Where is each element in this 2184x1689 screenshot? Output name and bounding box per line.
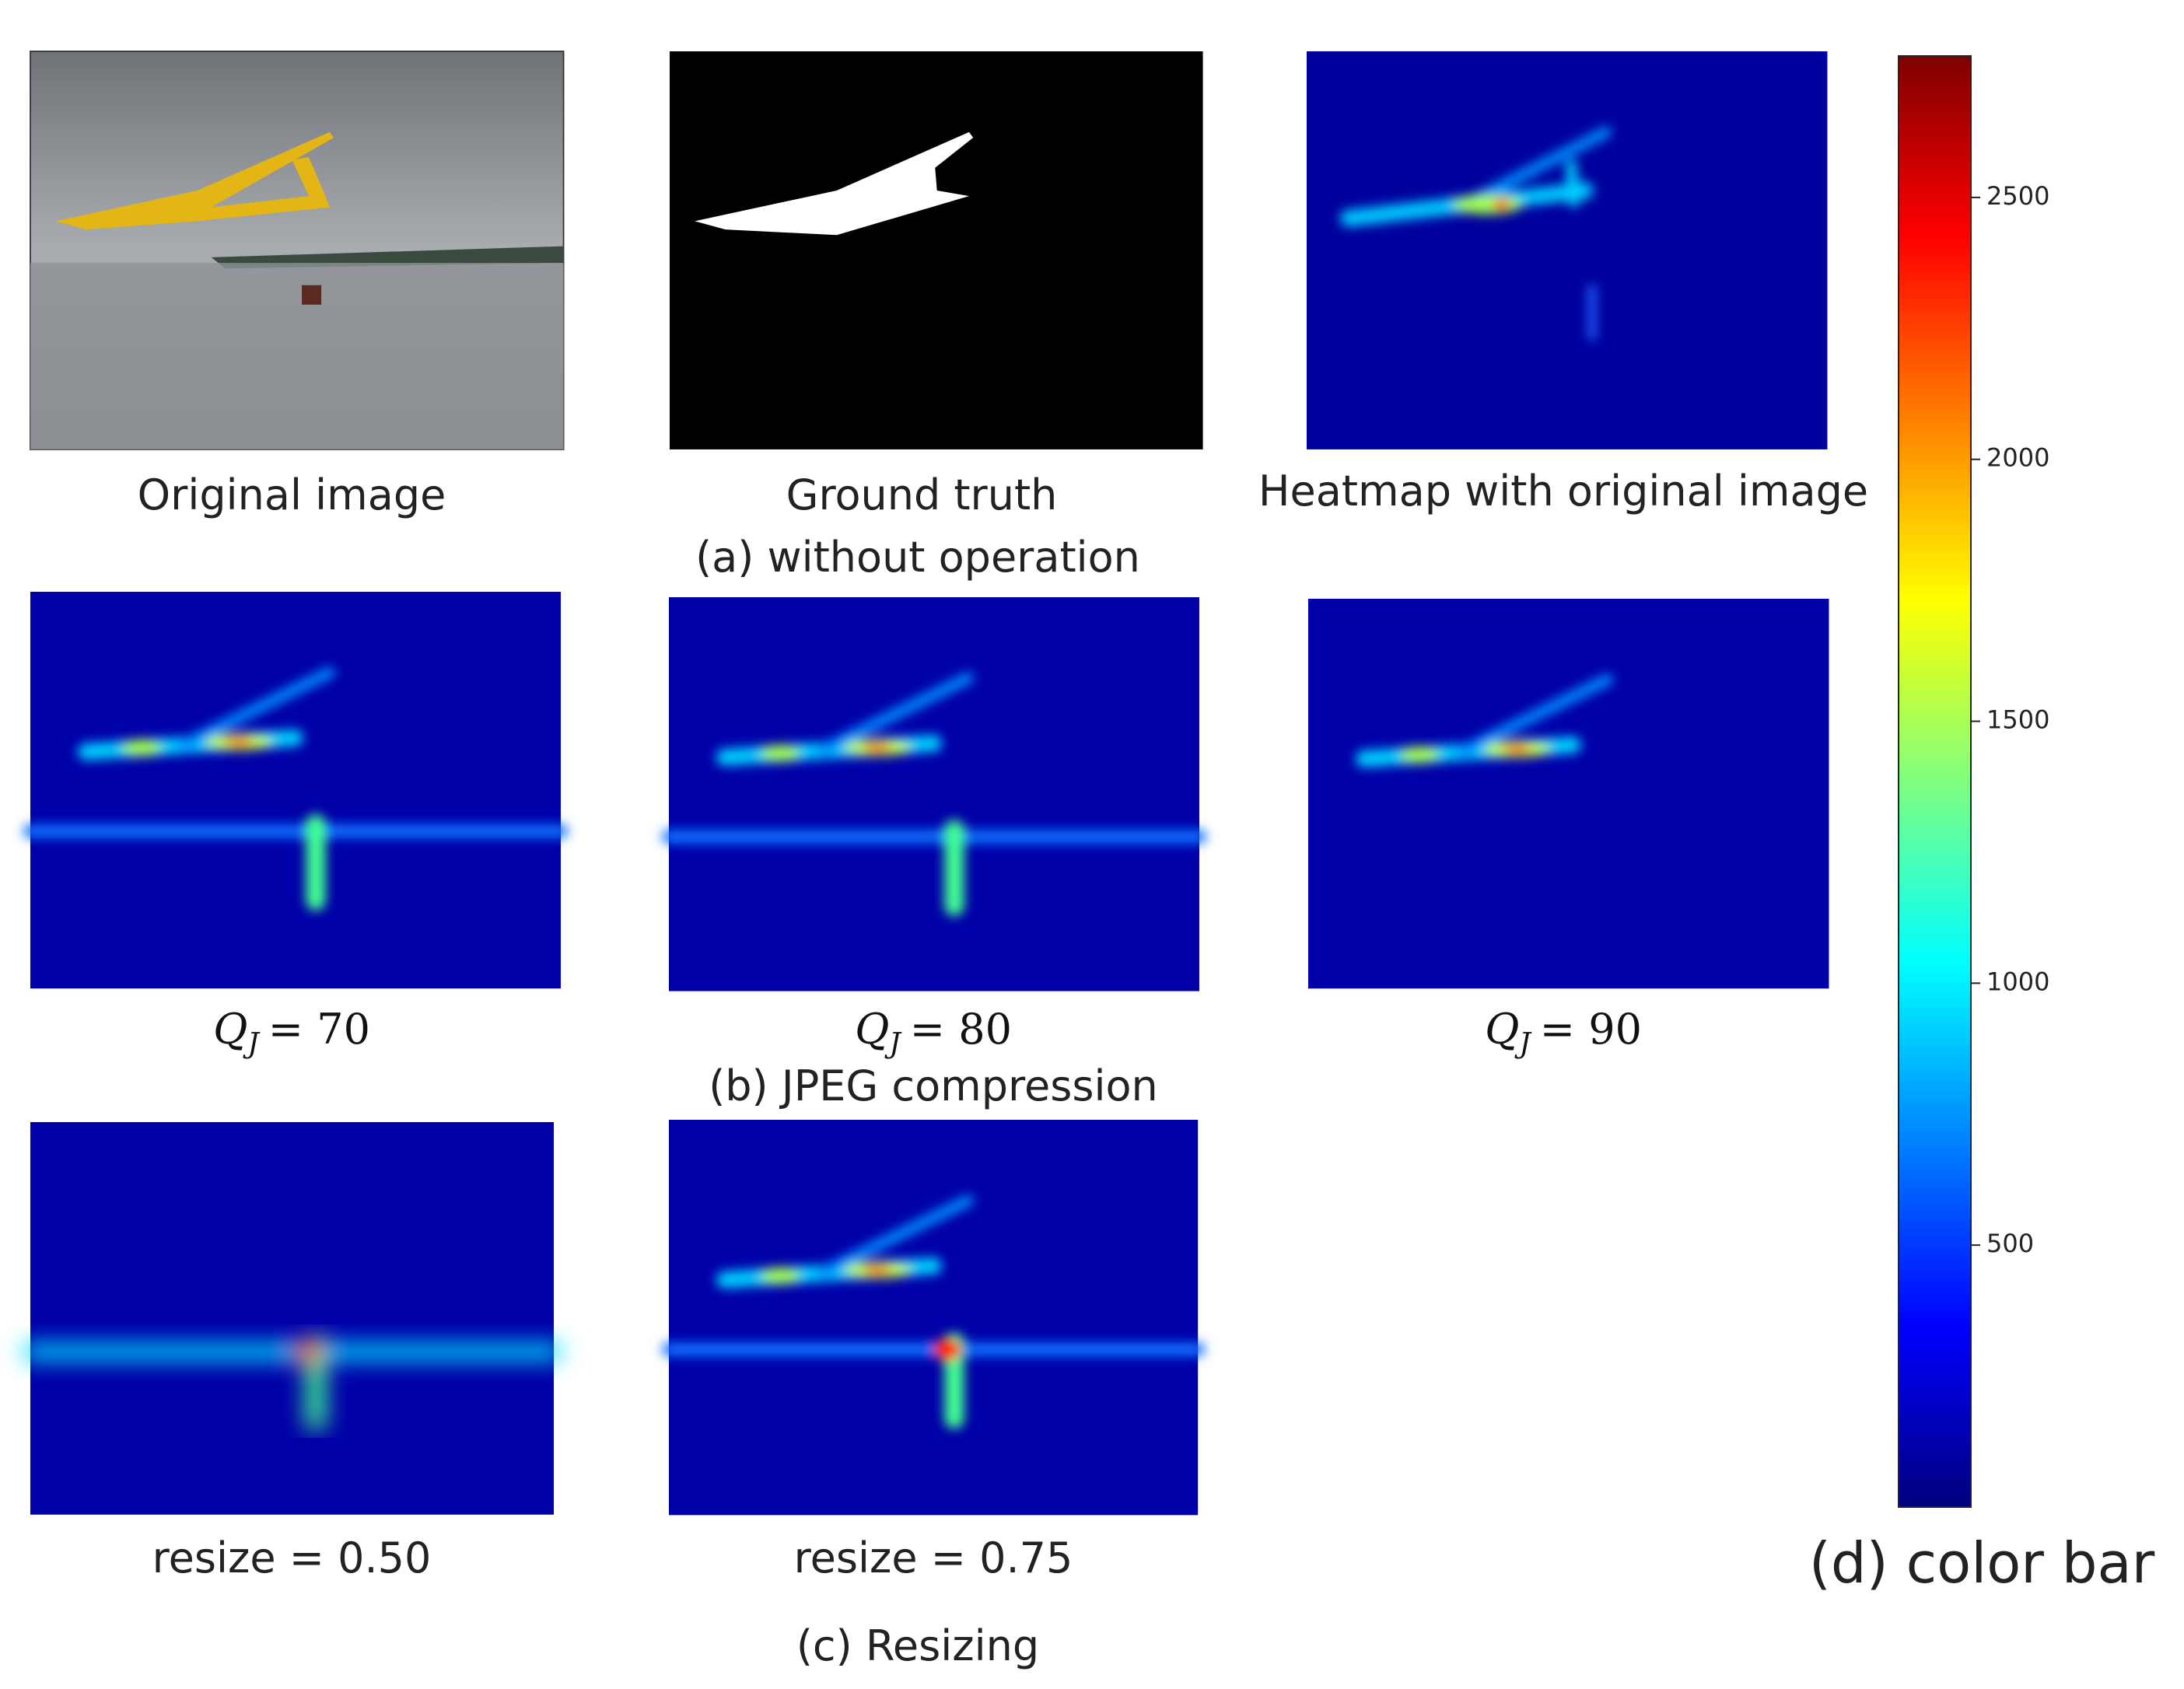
heatmap	[662, 597, 1206, 991]
tick-label: 2500	[1986, 181, 2049, 211]
heatmap	[22, 1122, 562, 1515]
caption: resize = 0.50	[152, 1533, 432, 1582]
tick-label: 1500	[1986, 705, 2049, 735]
ground-truth	[670, 51, 1203, 449]
blob	[1455, 673, 1614, 758]
caption: QJ = 70	[213, 1005, 370, 1060]
colorbar	[1898, 55, 1972, 1508]
caption-text: = 80	[910, 1005, 1012, 1054]
heatmap-blobs	[662, 672, 1206, 916]
blob	[122, 739, 162, 757]
caption: resize = 0.75	[794, 1533, 1073, 1582]
heatmap-blobs	[23, 666, 568, 911]
heatmap	[662, 1120, 1206, 1516]
heatmap	[23, 592, 568, 989]
blob	[225, 737, 254, 747]
blob	[816, 1194, 975, 1279]
heatmap-bg	[30, 592, 561, 989]
heatmap-blobs	[22, 1334, 562, 1432]
original-image	[30, 51, 565, 450]
panel-label: (c) Resizing	[796, 1621, 1039, 1670]
panel-label: (a) without operation	[695, 533, 1140, 582]
caption: Heatmap with original image	[1258, 467, 1868, 516]
heatmap-bg	[669, 597, 1199, 991]
tick-label: 1000	[1986, 967, 2049, 996]
heatmap-row	[22, 1120, 1206, 1516]
blob	[761, 1267, 800, 1285]
blob	[863, 743, 892, 752]
heatmap-blobs	[662, 1194, 1206, 1429]
heatmap-bg	[1308, 599, 1829, 989]
heatmap	[1307, 51, 1828, 449]
caption: QJ = 90	[1485, 1005, 1642, 1060]
caption: Ground truth	[786, 470, 1058, 519]
symbol: Q	[1485, 1005, 1519, 1054]
blob	[177, 666, 336, 751]
caption-text: = 70	[268, 1005, 370, 1054]
blob	[816, 672, 975, 757]
tick-label: 500	[1986, 1229, 2034, 1258]
heatmap-blobs	[1355, 673, 1614, 768]
blob	[933, 1338, 961, 1361]
heatmap-row	[23, 592, 1829, 991]
blob	[1503, 744, 1531, 754]
symbol: Q	[855, 1005, 889, 1054]
tick-label: 2000	[1986, 443, 2049, 473]
caption: QJ = 80	[855, 1005, 1012, 1060]
caption: Original image	[138, 470, 446, 519]
heatmap-bg	[30, 1122, 555, 1515]
heatmap-bg	[669, 1120, 1199, 1516]
colorbar-label: (d) color bar	[1809, 1530, 2155, 1596]
symbol: Q	[213, 1005, 247, 1054]
colorbar-ticks: 500 1000 1500 2000 2500	[1971, 181, 2049, 1258]
blob	[295, 1341, 323, 1363]
panel-label: (b) JPEG compression	[709, 1061, 1158, 1110]
blob	[761, 744, 800, 762]
heatmap	[1308, 599, 1829, 989]
caption-text: = 90	[1540, 1005, 1642, 1054]
blob	[1400, 746, 1440, 764]
blob	[863, 1265, 892, 1275]
